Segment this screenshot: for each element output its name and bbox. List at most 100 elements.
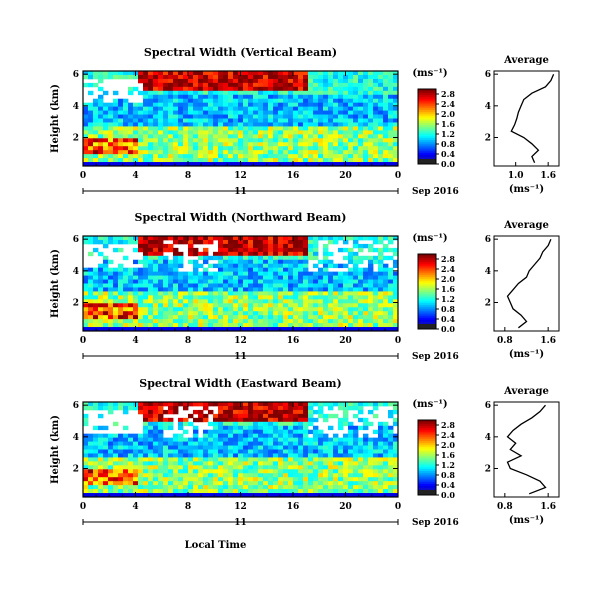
heatmap-cell bbox=[358, 94, 364, 100]
heatmap-cell bbox=[323, 457, 329, 462]
heatmap-cell bbox=[248, 311, 254, 316]
heatmap-cell bbox=[298, 162, 304, 167]
heatmap-cell bbox=[163, 90, 169, 96]
heatmap-cell bbox=[263, 319, 269, 324]
heatmap-cell bbox=[88, 90, 94, 96]
heatmap-cell bbox=[83, 114, 89, 119]
heatmap-cell bbox=[268, 71, 274, 76]
heatmap-cell bbox=[293, 118, 299, 123]
heatmap-cell bbox=[208, 449, 214, 454]
heatmap-cell bbox=[173, 82, 179, 88]
heatmap-cell bbox=[168, 449, 174, 454]
heatmap-cell bbox=[173, 275, 179, 280]
heatmap-cell bbox=[128, 405, 134, 411]
heatmap-cell bbox=[278, 271, 284, 276]
heatmap-cell bbox=[333, 74, 339, 80]
heatmap-cell bbox=[163, 150, 169, 155]
heatmap-cell bbox=[258, 71, 264, 76]
heatmap-cell bbox=[248, 493, 254, 498]
heatmap-cell bbox=[113, 303, 119, 308]
colorbar: 0.00.40.81.21.62.02.42.8(ms⁻¹) bbox=[412, 68, 455, 169]
heatmap-cell bbox=[228, 142, 234, 147]
heatmap-cell bbox=[293, 429, 299, 435]
heatmap-cell bbox=[288, 122, 294, 127]
heatmap-cell bbox=[138, 130, 144, 135]
heatmap-cell bbox=[163, 146, 169, 151]
heatmap-cell bbox=[313, 236, 319, 241]
heatmap-cell bbox=[348, 481, 354, 486]
heatmap-cell bbox=[283, 311, 289, 316]
heatmap-cell bbox=[138, 441, 144, 446]
heatmap-cell bbox=[328, 323, 334, 328]
heatmap-cell bbox=[203, 275, 209, 280]
heatmap-cell bbox=[203, 481, 209, 486]
heatmap-cell bbox=[363, 303, 369, 308]
heatmap-cell bbox=[253, 303, 259, 308]
heatmap-cell bbox=[348, 303, 354, 308]
heatmap-cell bbox=[278, 433, 284, 439]
heatmap-cell bbox=[98, 299, 104, 304]
heatmap-cell bbox=[163, 158, 169, 163]
heatmap-cell bbox=[328, 259, 334, 265]
heatmap-cell bbox=[93, 130, 99, 135]
heatmap-cell bbox=[113, 307, 119, 312]
heatmap-cell bbox=[238, 86, 244, 92]
heatmap-cell bbox=[293, 74, 299, 80]
heatmap-cell bbox=[193, 457, 199, 462]
heatmap-cell bbox=[208, 409, 214, 415]
heatmap-cell bbox=[153, 465, 159, 470]
heatmap-cell bbox=[168, 126, 174, 131]
heatmap-cell bbox=[313, 138, 319, 143]
heatmap-cell bbox=[168, 102, 174, 108]
heatmap-cell bbox=[178, 150, 184, 155]
heatmap-cell bbox=[223, 239, 229, 245]
heatmap-cell bbox=[113, 98, 119, 104]
heatmap-cell bbox=[108, 102, 114, 108]
heatmap-cell bbox=[138, 477, 144, 482]
heatmap-cell bbox=[253, 263, 259, 269]
heatmap-cell bbox=[303, 319, 309, 324]
heatmap-cell bbox=[368, 299, 374, 304]
heatmap-cell bbox=[263, 405, 269, 411]
heatmap-cell bbox=[88, 130, 94, 135]
heatmap-cell bbox=[273, 465, 279, 470]
heatmap-cell bbox=[98, 154, 104, 159]
heatmap-cell bbox=[263, 78, 269, 84]
heatmap-cell bbox=[363, 162, 369, 167]
heatmap-cell bbox=[113, 279, 119, 284]
heatmap-cell bbox=[228, 461, 234, 466]
heatmap-cell bbox=[128, 477, 134, 482]
heatmap-cell bbox=[173, 327, 179, 332]
heatmap-cell bbox=[313, 150, 319, 155]
heatmap-cell bbox=[273, 243, 279, 249]
heatmap-cell bbox=[258, 485, 264, 490]
heatmap-cell bbox=[323, 243, 329, 249]
heatmap-cell bbox=[293, 90, 299, 96]
heatmap-cell bbox=[378, 327, 384, 332]
heatmap-cell bbox=[333, 469, 339, 474]
heatmap-cell bbox=[363, 126, 369, 131]
heatmap-cell bbox=[83, 307, 89, 312]
heatmap-cell bbox=[323, 481, 329, 486]
heatmap-cell bbox=[118, 134, 124, 139]
heatmap-cell bbox=[218, 74, 224, 80]
heatmap-cell bbox=[368, 461, 374, 466]
heatmap-cell bbox=[83, 457, 89, 462]
heatmap-cell bbox=[348, 275, 354, 280]
heatmap-cell bbox=[318, 110, 324, 115]
heatmap-cell bbox=[203, 251, 209, 257]
heatmap-cell bbox=[223, 114, 229, 119]
heatmap-cell bbox=[218, 102, 224, 108]
heatmap-cell bbox=[393, 247, 399, 253]
heatmap-cell bbox=[283, 287, 289, 292]
heatmap-cell bbox=[243, 327, 249, 332]
heatmap-cell bbox=[363, 86, 369, 92]
heatmap-cell bbox=[288, 465, 294, 470]
heatmap-cell bbox=[253, 71, 259, 76]
heatmap-cell bbox=[133, 291, 139, 296]
heatmap-cell bbox=[323, 110, 329, 115]
colorbar-swatch bbox=[418, 466, 436, 470]
heatmap-cell bbox=[338, 493, 344, 498]
heatmap-cell bbox=[338, 146, 344, 151]
heatmap-cell bbox=[143, 319, 149, 324]
